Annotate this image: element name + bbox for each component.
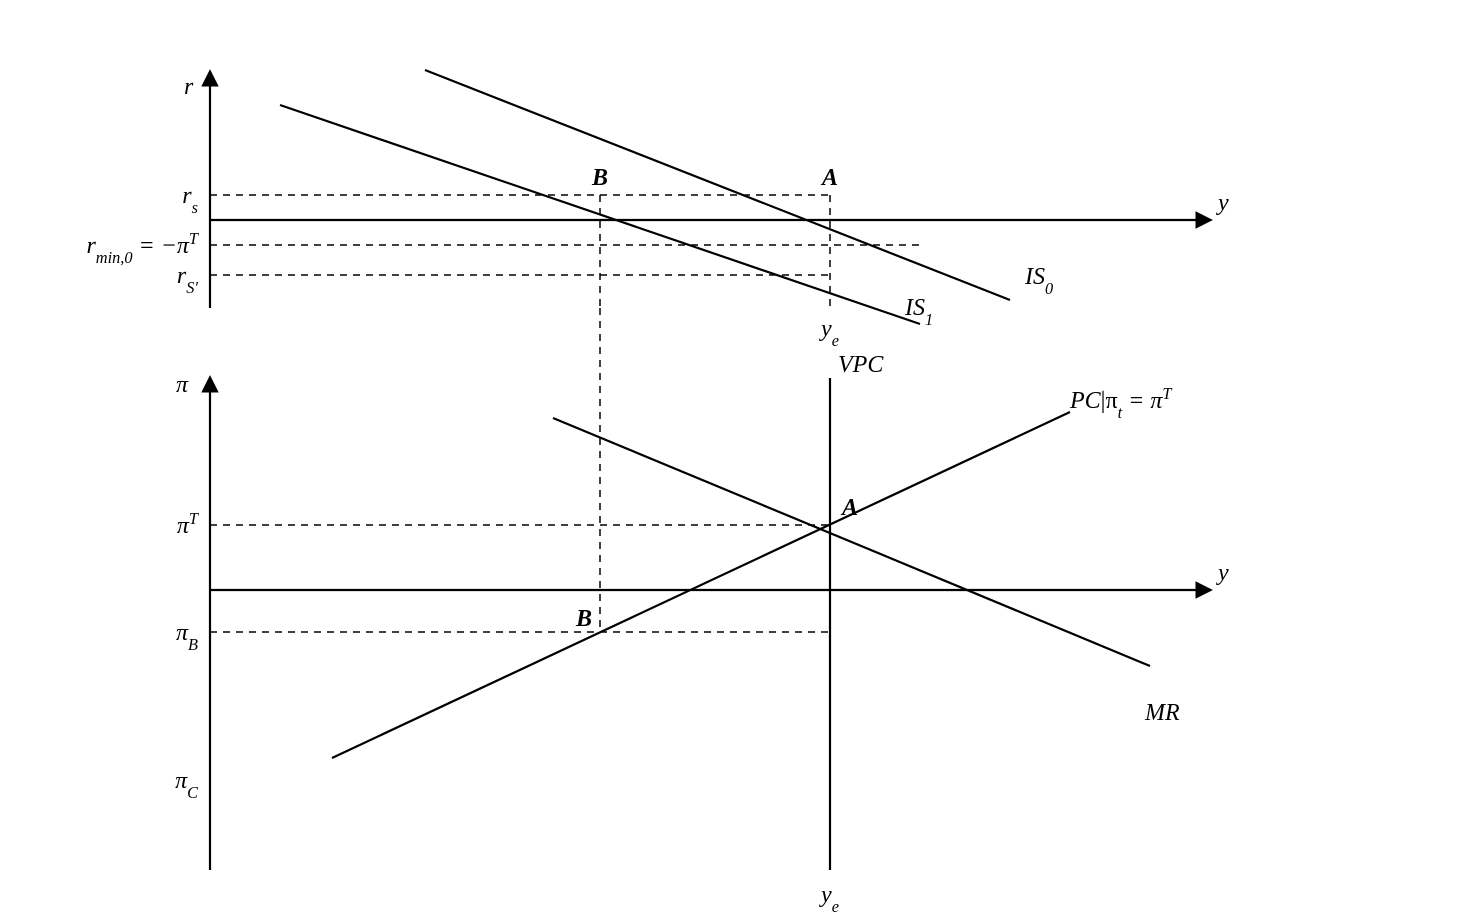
label-mr: MR (1144, 700, 1180, 726)
point-a-bottom: A (840, 495, 858, 521)
label-rmin: rmin,0 = −πT (86, 229, 199, 267)
bottom-panel: π y πT πB πC A B VPC PC|πt = πT MR ye (175, 308, 1229, 916)
bottom-x-axis-label: y (1216, 560, 1229, 586)
mr-curve (553, 418, 1150, 666)
point-a-top: A (820, 165, 838, 191)
pc-curve (332, 412, 1070, 758)
point-b-bottom: B (575, 606, 592, 632)
is-pc-mr-diagram: r y rs rmin,0 = −πT rS′ A B IS0 IS1 ye (0, 0, 1480, 918)
label-vpc: VPC (838, 352, 884, 378)
label-piC: πC (175, 768, 199, 802)
label-ye-top: ye (819, 316, 839, 350)
label-is0: IS0 (1024, 264, 1053, 298)
label-piT: πT (177, 509, 200, 540)
label-ye-bottom: ye (819, 882, 839, 916)
label-piB: πB (176, 620, 198, 654)
label-pc: PC|πt = πT (1069, 384, 1173, 422)
top-panel: r y rs rmin,0 = −πT rS′ A B IS0 IS1 ye (86, 70, 1229, 350)
top-x-axis-label: y (1216, 190, 1229, 216)
label-rs: rs (182, 183, 198, 217)
bottom-y-axis-label: π (176, 372, 189, 398)
label-rsprime: rS′ (177, 263, 199, 297)
top-y-axis-label: r (184, 74, 194, 100)
point-b-top: B (591, 165, 608, 191)
